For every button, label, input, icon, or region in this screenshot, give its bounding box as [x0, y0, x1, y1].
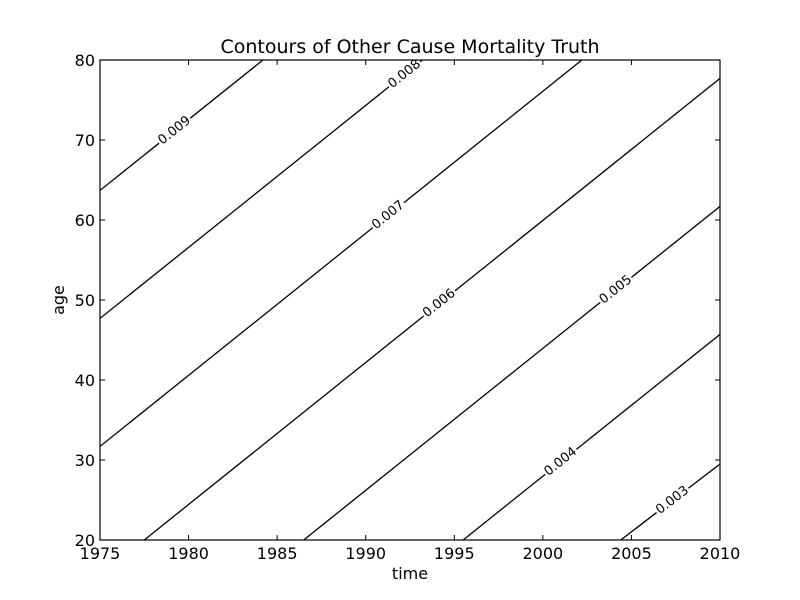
y-tick-label: 80	[75, 51, 95, 70]
contour-line-segment	[620, 512, 658, 540]
contour-label: 0.006	[420, 286, 458, 321]
x-tick-label: 2005	[611, 544, 652, 563]
contour-line-segment	[100, 227, 374, 447]
contour-label: 0.005	[597, 272, 635, 307]
plot-area-frame	[99, 59, 721, 541]
contour-line-segment	[303, 301, 601, 540]
contour-line-segment	[143, 315, 425, 540]
y-tick-label: 30	[75, 451, 95, 470]
y-tick-label: 70	[75, 131, 95, 150]
y-tick-label: 50	[75, 291, 95, 310]
tick-layer: 1975 1980 1985 1990 1995 2000 2005 2010 20 30 40 50…	[75, 51, 741, 563]
x-tick-label: 2010	[700, 544, 741, 563]
y-tick-label: 40	[75, 371, 95, 390]
contour-line-segment	[687, 463, 720, 489]
y-axis-label: age	[49, 285, 68, 315]
x-tick-label: 1990	[345, 544, 386, 563]
x-tick-label: 1995	[434, 544, 475, 563]
contour-label: 0.003	[653, 483, 692, 518]
contour-line-segment	[575, 333, 720, 450]
contour-label: 0.004	[542, 444, 580, 479]
x-tick-label: 1980	[168, 544, 209, 563]
contour-layer: 0.009 0.008 0.007 0.006 0.005 0.004 0.003	[100, 57, 720, 540]
contour-label: 0.009	[155, 113, 193, 148]
y-tick-label: 60	[75, 211, 95, 230]
chart-title: Contours of Other Cause Mortality Truth	[220, 36, 599, 58]
y-tick-label: 20	[75, 531, 95, 550]
contour-line-segment	[403, 60, 583, 204]
x-tick-label: 1985	[257, 544, 298, 563]
contour-line-segment	[631, 205, 720, 278]
contour-line-segment	[100, 142, 160, 191]
x-axis-label: time	[392, 564, 428, 583]
contour-line-segment	[189, 60, 264, 119]
contour-label: 0.007	[369, 198, 407, 233]
contour-label: 0.008	[385, 57, 423, 92]
contour-line-segment	[454, 77, 720, 292]
contour-line-segment	[462, 473, 546, 540]
x-tick-label: 2000	[522, 544, 563, 563]
contour-line-segment	[100, 86, 390, 319]
x-tick-label: 1975	[80, 544, 121, 563]
